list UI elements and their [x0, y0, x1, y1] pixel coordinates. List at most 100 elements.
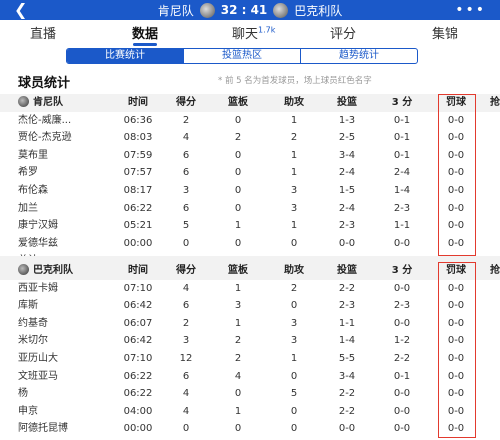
column-header-ft[interactable]: 罚球	[446, 265, 466, 276]
tab-label: 直播	[30, 27, 57, 42]
cell-name: 布伦森	[18, 185, 48, 196]
player-row[interactable]: 库斯 06:42 6 3 0 2-3 2-3 0-0	[0, 297, 500, 315]
column-header-ast[interactable]: 助攻	[284, 97, 304, 108]
cell-name: 爱德华兹	[18, 237, 58, 249]
player-row[interactable]: 莫布里 07:59 6 0 1 3-4 0-1 0-0	[0, 147, 500, 165]
cell-ast: 0	[290, 237, 298, 249]
cell-time: 06:42	[123, 335, 153, 347]
segment-game-stats[interactable]: 比赛统计	[67, 49, 184, 63]
cell-ft: 0-0	[447, 300, 465, 312]
column-header-time[interactable]: 时间	[128, 97, 148, 108]
column-header-ast[interactable]: 助攻	[284, 265, 304, 276]
player-row[interactable]: 文班亚马 06:22 6 4 0 3-4 0-1 0-0	[0, 368, 500, 386]
cell-tp: 0-1	[393, 132, 411, 144]
cell-ast: 1	[290, 220, 298, 232]
tab-chat[interactable]: 聊天1.7k	[232, 23, 275, 42]
cell-ft: 0-0	[447, 282, 465, 294]
cell-tp: 0-1	[393, 114, 411, 126]
cell-time: 06:22	[123, 388, 153, 400]
cell-pts: 6	[182, 370, 190, 382]
cell-ft: 0-0	[447, 185, 465, 196]
cell-reb: 0	[234, 423, 242, 435]
cell-reb: 2	[234, 132, 242, 144]
cell-tp: 2-3	[393, 202, 411, 214]
cell-name: 阿德托昆博	[18, 423, 68, 435]
cell-name: 库斯	[18, 300, 38, 312]
table-header-row: 巴克利队 时间 得分 篮板 助攻 投篮 3 分 罚球 抢	[0, 262, 500, 280]
cell-time: 07:10	[123, 282, 153, 294]
column-header-fg[interactable]: 投篮	[337, 97, 357, 108]
cell-fg: 2-5	[338, 132, 356, 144]
cell-name: 文班亚马	[18, 370, 58, 382]
cell-ast: 3	[290, 185, 298, 196]
cell-ast: 2	[290, 132, 298, 144]
cell-time: 06:22	[123, 202, 153, 214]
team-name-header[interactable]: 巴克利队	[18, 262, 114, 280]
player-row[interactable]: 贾伦-杰克逊 08:03 4 2 2 2-5 0-1 0-0	[0, 129, 500, 147]
cell-tp: 0-1	[393, 149, 411, 161]
player-row[interactable]: 杨 06:22 4 0 5 2-2 0-0 0-0	[0, 385, 500, 403]
cell-time: 00:00	[123, 237, 153, 249]
back-arrow-icon[interactable]: ❮	[14, 0, 28, 19]
player-row[interactable]: 爱德华兹 00:00 0 0 0 0-0 0-0 0-0	[0, 235, 500, 253]
column-header-ft[interactable]: 罚球	[446, 97, 466, 108]
cell-time: 07:10	[123, 353, 153, 364]
cell-fg: 5-5	[338, 353, 356, 364]
cell-tp: 0-0	[393, 282, 411, 294]
cell-fg: 1-1	[338, 317, 356, 329]
tab-stats[interactable]: 数据	[132, 23, 158, 46]
cell-tp: 2-4	[393, 167, 411, 179]
cell-time: 06:36	[123, 114, 153, 126]
cell-ast: 0	[290, 423, 298, 435]
cell-fg: 0-0	[338, 423, 356, 435]
column-header-cut[interactable]: 抢	[490, 265, 500, 276]
cell-fg: 0-0	[338, 237, 356, 249]
cell-name: 贾伦-杰克逊	[18, 132, 72, 144]
tab-label: 评分	[330, 27, 357, 42]
column-header-reb[interactable]: 篮板	[228, 97, 248, 108]
player-row[interactable]: 约基奇 06:07 2 1 3 1-1 0-0 0-0	[0, 315, 500, 333]
column-header-pts[interactable]: 得分	[176, 265, 196, 276]
player-row[interactable]: 阿德托昆博 00:00 0 0 0 0-0 0-0 0-0	[0, 420, 500, 438]
player-row[interactable]: 亚历山大 07:10 12 2 1 5-5 2-2 0-0	[0, 350, 500, 368]
cell-ft: 0-0	[447, 405, 465, 417]
cell-tp: 1-4	[393, 185, 411, 196]
player-row[interactable]: 西亚卡姆 07:10 4 1 2 2-2 0-0 0-0	[0, 280, 500, 298]
cell-ast: 1	[290, 149, 298, 161]
tab-highlights[interactable]: 集锦	[432, 23, 458, 42]
column-header-fg[interactable]: 投篮	[337, 265, 357, 276]
player-row[interactable]: 加兰 06:22 6 0 3 2-4 2-3 0-0	[0, 200, 500, 218]
cell-ft: 0-0	[447, 167, 465, 179]
column-header-reb[interactable]: 篮板	[228, 265, 248, 276]
cell-ft: 0-0	[447, 132, 465, 144]
player-row[interactable]: 米切尔 06:42 3 2 3 1-4 1-2 0-0	[0, 332, 500, 350]
table-header-row: 肯尼队 时间 得分 篮板 助攻 投篮 3 分 罚球 抢	[0, 94, 500, 112]
tab-rating[interactable]: 评分	[330, 23, 357, 42]
column-header-tp[interactable]: 3 分	[391, 97, 413, 108]
player-row[interactable]: 希罗 07:57 6 0 1 2-4 2-4 0-0	[0, 164, 500, 182]
cell-fg: 2-3	[338, 300, 356, 312]
player-row[interactable]: 杰伦-威廉... 06:36 2 0 1 1-3 0-1 0-0	[0, 112, 500, 130]
segment-shot-chart[interactable]: 投篮热区	[184, 49, 301, 63]
cell-fg: 2-4	[338, 202, 356, 214]
column-header-time[interactable]: 时间	[128, 265, 148, 276]
cell-ast: 2	[290, 282, 298, 294]
cell-reb: 1	[234, 220, 242, 232]
cell-fg: 1-3	[338, 114, 356, 126]
cell-ft: 0-0	[447, 370, 465, 382]
segment-trend-stats[interactable]: 趋势统计	[339, 50, 379, 61]
cell-ast: 0	[290, 370, 298, 382]
player-row[interactable]: 布伦森 08:17 3 0 3 1-5 1-4 0-0	[0, 182, 500, 200]
column-header-tp[interactable]: 3 分	[391, 265, 413, 276]
player-row[interactable]: 康宁汉姆 05:21 5 1 1 2-3 1-1 0-0	[0, 217, 500, 235]
column-header-cut[interactable]: 抢	[490, 97, 500, 108]
more-dots-icon[interactable]: •••	[455, 2, 486, 18]
tab-live[interactable]: 直播	[30, 23, 57, 42]
cell-name: 莫布里	[18, 149, 48, 161]
cell-pts: 4	[182, 388, 190, 400]
team-name-header[interactable]: 肯尼队	[18, 94, 114, 112]
cell-name: 西亚卡姆	[18, 282, 58, 294]
column-header-pts[interactable]: 得分	[176, 97, 196, 108]
cell-tp: 0-0	[393, 317, 411, 329]
player-row[interactable]: 申京 04:00 4 1 0 2-2 0-0 0-0	[0, 403, 500, 421]
